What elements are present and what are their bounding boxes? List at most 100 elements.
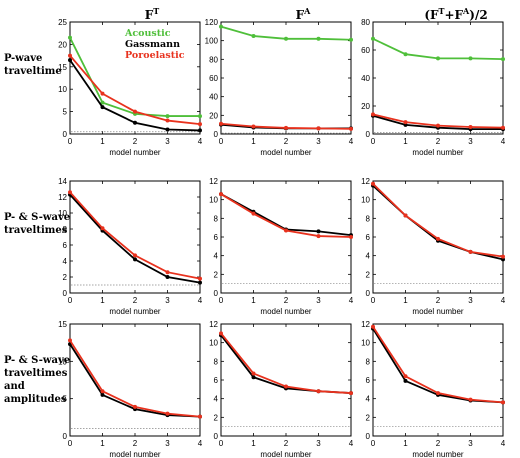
x-tick-label-r1c1: 4	[349, 296, 354, 305]
y-tick-label-r2c1: 0	[214, 432, 219, 441]
y-tick-label-r1c1: 8	[214, 214, 219, 223]
y-tick-label-r0c2: 20	[361, 102, 370, 111]
x-axis-label-r1c2: model number	[412, 307, 463, 316]
y-tick-label-r0c2: 40	[361, 74, 370, 83]
data-point-gassmann-r0c0	[198, 128, 202, 133]
x-tick-label-r1c1: 0	[219, 296, 224, 305]
y-tick-label-r2c1: 8	[214, 357, 219, 366]
data-point-poroelastic-r1c2	[436, 236, 440, 241]
data-point-gassmann-r0c0	[133, 120, 137, 125]
y-tick-label-r1c2: 2	[366, 270, 371, 279]
y-tick-label-r2c2: 2	[366, 413, 371, 422]
data-point-poroelastic-r0c0	[165, 118, 170, 123]
data-point-poroelastic-r2c2	[403, 374, 408, 379]
legend-entry-gassmann: Gassmann	[125, 39, 180, 50]
x-tick-label-r0c1: 1	[251, 137, 256, 146]
y-tick-label-r1c2: 0	[366, 289, 371, 298]
x-tick-label-r1c0: 0	[68, 296, 73, 305]
data-point-acoustic-r0c1	[251, 34, 256, 38]
y-tick-label-r1c0: 6	[63, 241, 68, 250]
y-tick-label-r1c2: 6	[366, 233, 371, 242]
x-tick-label-r2c1: 0	[219, 439, 224, 448]
y-tick-label-r2c2: 4	[366, 395, 371, 404]
y-tick-label-r1c1: 0	[214, 289, 219, 298]
y-tick-label-r1c0: 8	[63, 225, 68, 234]
column-title-average: (FT+FA)/2	[424, 6, 488, 22]
row-label-ps-amplitudes: P- & S-wave traveltimes and amplitudes	[4, 355, 71, 405]
data-point-poroelastic-r2c1	[284, 384, 288, 389]
y-tick-label-r2c1: 2	[214, 413, 219, 422]
y-tick-label-r1c2: 10	[361, 196, 370, 205]
y-tick-label-r0c2: 0	[366, 130, 371, 139]
data-point-poroelastic-r1c0	[165, 270, 170, 275]
data-point-poroelastic-r1c0	[100, 226, 105, 231]
data-point-poroelastic-r0c2	[468, 125, 473, 129]
y-tick-label-r1c2: 4	[366, 252, 371, 261]
x-tick-label-r1c0: 2	[133, 296, 138, 305]
data-point-gassmann-r0c2	[403, 122, 408, 127]
y-tick-label-r0c0: 10	[58, 85, 67, 94]
y-tick-label-r0c1: 20	[209, 111, 218, 120]
data-point-poroelastic-r0c1	[349, 126, 353, 131]
y-tick-label-r1c0: 4	[63, 257, 68, 266]
data-point-acoustic-r0c1	[284, 36, 288, 41]
x-axis-label-r0c1: model number	[260, 148, 311, 157]
data-point-poroelastic-r2c2	[501, 400, 505, 405]
data-point-poroelastic-r2c2	[436, 391, 440, 396]
y-tick-label-r2c1: 4	[214, 395, 219, 404]
x-tick-label-r1c2: 2	[436, 296, 441, 305]
data-point-poroelastic-r0c2	[436, 123, 440, 128]
x-tick-label-r1c1: 3	[316, 296, 321, 305]
x-tick-label-r0c1: 0	[219, 137, 224, 146]
legend-entry-poroelastic: Poroelastic	[125, 50, 185, 61]
data-point-poroelastic-r2c1	[219, 331, 223, 336]
y-tick-label-r2c2: 6	[366, 376, 371, 385]
data-point-poroelastic-r1c0	[198, 276, 202, 281]
x-tick-label-r2c0: 2	[133, 439, 138, 448]
x-tick-label-r1c2: 4	[501, 296, 506, 305]
y-tick-label-r2c1: 6	[214, 376, 219, 385]
y-tick-label-r0c1: 80	[209, 55, 218, 64]
y-tick-label-r0c1: 0	[214, 130, 219, 139]
x-tick-label-r2c1: 4	[349, 439, 354, 448]
x-axis-label-r1c1: model number	[260, 307, 311, 316]
y-tick-label-r1c1: 4	[214, 252, 219, 261]
data-point-poroelastic-r0c2	[403, 120, 408, 125]
data-point-poroelastic-r2c2	[371, 324, 375, 329]
y-tick-label-r0c1: 60	[209, 74, 218, 83]
y-tick-label-r2c2: 10	[361, 339, 370, 348]
x-tick-label-r1c0: 1	[100, 296, 105, 305]
data-point-gassmann-r1c0	[133, 257, 137, 262]
data-point-poroelastic-r0c0	[100, 91, 105, 96]
x-tick-label-r2c1: 2	[284, 439, 289, 448]
data-point-poroelastic-r1c2	[468, 249, 473, 254]
data-point-gassmann-r1c2	[501, 257, 505, 262]
x-axis-label-r0c2: model number	[412, 148, 463, 157]
y-tick-label-r2c1: 12	[209, 320, 218, 329]
data-point-poroelastic-r1c0	[133, 253, 137, 258]
y-tick-label-r0c2: 60	[361, 46, 370, 55]
data-point-poroelastic-r1c2	[501, 254, 505, 259]
x-tick-label-r1c2: 1	[403, 296, 408, 305]
y-tick-label-r2c0: 15	[58, 320, 67, 329]
y-tick-label-r1c2: 12	[361, 177, 370, 186]
y-tick-label-r0c2: 80	[361, 18, 370, 27]
y-tick-label-r0c0: 25	[58, 18, 67, 27]
y-tick-label-r0c0: 15	[58, 63, 67, 72]
row-label-ps-traveltimes: P- & S-wave traveltimes	[4, 212, 71, 236]
x-tick-label-r0c2: 2	[436, 137, 441, 146]
y-tick-label-r1c0: 0	[63, 289, 68, 298]
data-point-poroelastic-r0c2	[371, 112, 375, 117]
data-point-poroelastic-r2c0	[68, 338, 72, 343]
data-point-poroelastic-r1c2	[403, 213, 408, 218]
plot-frame-r0c2	[372, 21, 504, 135]
column-title-fa: FA	[295, 6, 311, 22]
data-point-poroelastic-r2c1	[349, 391, 353, 396]
x-tick-label-r0c1: 4	[349, 137, 354, 146]
y-tick-label-r0c0: 5	[63, 108, 68, 117]
data-point-poroelastic-r0c0	[133, 109, 137, 114]
y-tick-label-r0c0: 20	[58, 40, 67, 49]
data-point-poroelastic-r2c0	[100, 389, 105, 394]
data-point-gassmann-r2c0	[100, 392, 105, 397]
